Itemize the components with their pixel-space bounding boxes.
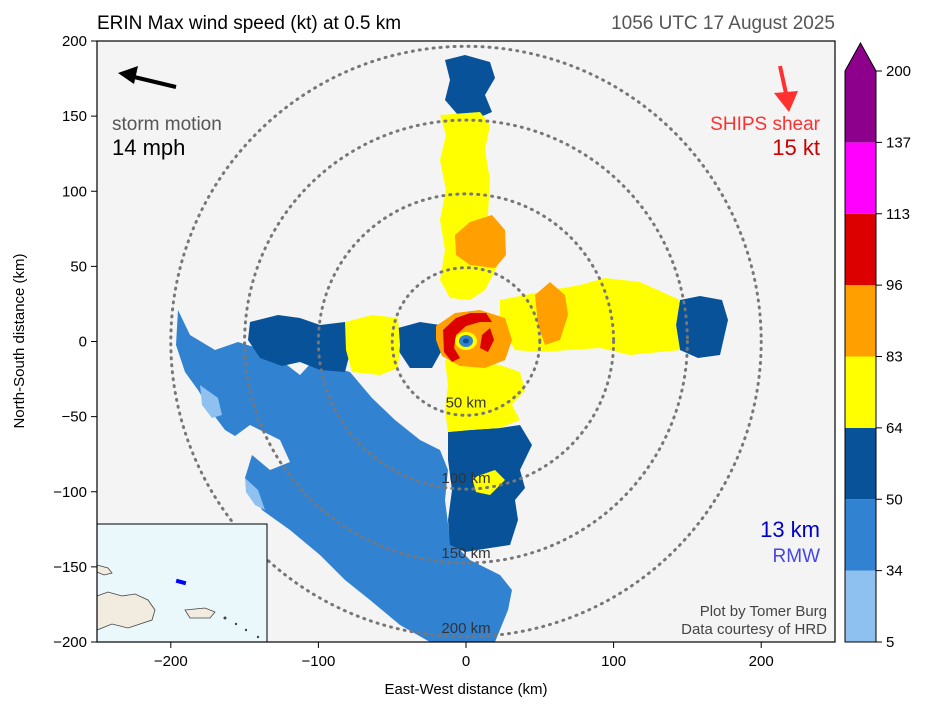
rmw-label: RMW bbox=[773, 546, 821, 567]
inset-island-small-3 bbox=[256, 635, 260, 639]
wind-eyewall-96kt bbox=[443, 313, 492, 362]
wind-swath-50kt-west-inner bbox=[398, 322, 442, 368]
colorbar-tick-label: 200 bbox=[886, 63, 911, 80]
wind-swath-5kt-south bbox=[245, 478, 265, 510]
inset-island-hispaniola bbox=[96, 591, 156, 631]
x-tick-label: 200 bbox=[749, 653, 774, 670]
range-ring-100 bbox=[316, 192, 616, 491]
wind-swath-64kt-south bbox=[445, 360, 525, 432]
y-tick-label: −50 bbox=[62, 409, 87, 426]
storm-motion-value: 14 mph bbox=[112, 135, 185, 160]
storm-motion-arrow-head bbox=[118, 66, 138, 84]
x-axis: −200 −100 0 100 200 bbox=[154, 642, 774, 670]
x-tick-label: 0 bbox=[462, 653, 470, 670]
chart-title: ERIN Max wind speed (kt) at 0.5 km bbox=[97, 13, 401, 34]
colorbar-outline bbox=[844, 41, 877, 643]
colorbar-tick-label: 137 bbox=[886, 134, 911, 151]
colorbar-tick-label: 34 bbox=[886, 563, 903, 580]
inset-island-small-2 bbox=[244, 628, 248, 632]
shear-label: SHIPS shear bbox=[710, 114, 820, 135]
storm-motion-label: storm motion bbox=[112, 114, 222, 135]
colorbar-segment bbox=[845, 570, 876, 642]
rmw-value: 13 km bbox=[760, 517, 820, 542]
wind-eyewall-96kt-east bbox=[480, 328, 494, 352]
ships-shear-annotation: SHIPS shear 15 kt bbox=[710, 65, 821, 160]
y-tick-label: −200 bbox=[53, 634, 87, 651]
colorbar-tick-label: 83 bbox=[886, 349, 903, 366]
ring-label-150: 150 km bbox=[441, 545, 490, 562]
range-ring-150 bbox=[243, 118, 689, 565]
range-rings bbox=[169, 44, 763, 639]
wind-swath-83kt-north bbox=[455, 215, 506, 268]
colorbar-tick-label: 96 bbox=[886, 277, 903, 294]
inset-island-vi bbox=[223, 616, 227, 620]
y-tick-label: 150 bbox=[62, 108, 87, 125]
wind-swath-50kt-west bbox=[248, 315, 352, 372]
colorbar-segment bbox=[845, 499, 876, 571]
wind-swath-83kt-east bbox=[535, 282, 568, 345]
x-tick-label: 100 bbox=[601, 653, 626, 670]
inset-map bbox=[96, 523, 268, 643]
y-tick-label: 0 bbox=[79, 334, 87, 351]
range-ring-50 bbox=[390, 266, 542, 417]
y-tick-label: −100 bbox=[53, 484, 87, 501]
colorbar-segment bbox=[845, 285, 876, 357]
range-ring-200 bbox=[169, 44, 763, 639]
colorbar-tick-label: 64 bbox=[886, 420, 903, 437]
x-tick-label: −200 bbox=[154, 653, 188, 670]
shear-arrow-head bbox=[774, 91, 798, 112]
credit-line-1: Plot by Tomer Burg bbox=[700, 603, 827, 620]
wind-swath-50kt-east bbox=[676, 296, 728, 358]
inset-storm-marker bbox=[175, 578, 187, 586]
y-axis-label: North-South distance (km) bbox=[11, 253, 28, 428]
ring-label-200: 200 km bbox=[441, 620, 490, 637]
rmw-annotation: 13 km RMW bbox=[760, 517, 820, 567]
colorbar-segment bbox=[845, 142, 876, 214]
ring-label-50: 50 km bbox=[446, 395, 487, 412]
colorbar: 5 34 50 64 83 96 113 137 200 bbox=[844, 41, 911, 651]
storm-motion-arrow bbox=[129, 74, 177, 89]
colorbar-segment bbox=[845, 356, 876, 428]
inset-island-small bbox=[234, 622, 238, 626]
credit-line-2: Data courtesy of HRD bbox=[681, 621, 827, 638]
y-tick-label: −150 bbox=[53, 559, 87, 576]
colorbar-tick-label: 50 bbox=[886, 491, 903, 508]
x-tick-label: −100 bbox=[302, 653, 336, 670]
wind-swath-64kt-west bbox=[345, 315, 400, 375]
x-axis-label: East-West distance (km) bbox=[384, 681, 547, 698]
y-tick-label: 200 bbox=[62, 33, 87, 50]
inset-island-puerto-rico bbox=[184, 607, 216, 619]
shear-value: 15 kt bbox=[772, 135, 820, 160]
wind-eye-center bbox=[463, 338, 469, 344]
wind-swath-5kt-west bbox=[200, 385, 222, 418]
y-tick-label: 100 bbox=[62, 183, 87, 200]
y-axis: −200 −150 −100 −50 0 50 100 150 200 bbox=[53, 33, 97, 651]
wind-swath-50kt-north bbox=[445, 55, 495, 118]
colorbar-segment bbox=[845, 213, 876, 286]
chart-timestamp: 1056 UTC 17 August 2025 bbox=[611, 13, 835, 34]
colorbar-tick-label: 5 bbox=[886, 634, 894, 651]
ring-labels: 50 km 100 km 150 km 200 km bbox=[441, 395, 490, 637]
ring-label-100: 100 km bbox=[441, 470, 490, 487]
colorbar-tick-label: 113 bbox=[886, 206, 910, 223]
storm-motion-annotation: storm motion 14 mph bbox=[112, 66, 222, 160]
colorbar-segment-top bbox=[845, 43, 876, 143]
y-tick-label: 50 bbox=[70, 258, 87, 275]
colorbar-segment bbox=[845, 427, 876, 500]
